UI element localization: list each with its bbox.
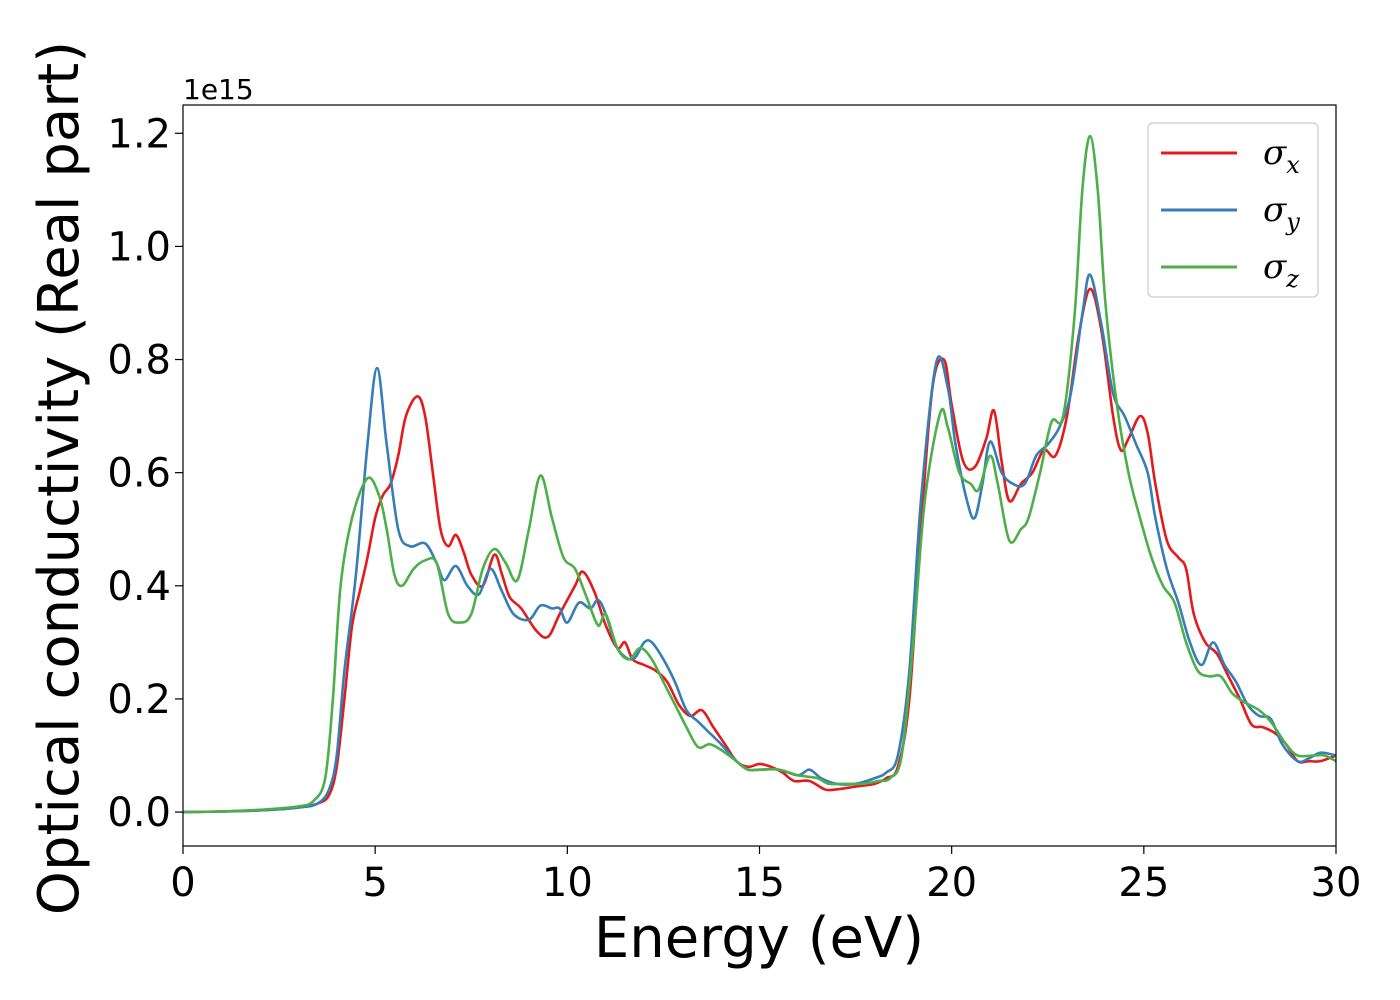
x-tick-label: 20	[926, 860, 977, 906]
y-offset-label: 1e15	[183, 73, 254, 106]
y-tick-label: 0.6	[107, 451, 171, 497]
series-line-y	[183, 273, 1336, 814]
x-tick-label: 30	[1311, 860, 1362, 906]
y-tick-label: 0.8	[107, 338, 171, 384]
legend-label-z: σz	[1263, 247, 1299, 293]
y-axis-label: Optical conductivity (Real part)	[27, 41, 92, 915]
y-tick-label: 1.2	[107, 111, 171, 157]
y-tick-label: 0.0	[107, 790, 171, 836]
series-line-z	[183, 134, 1336, 814]
x-tick-label: 15	[734, 860, 785, 906]
y-tick-label: 0.4	[107, 564, 171, 610]
x-tick-label: 10	[542, 860, 593, 906]
x-axis-ticks: 0 5 10 15 20 25 30	[170, 846, 1361, 906]
y-tick-label: 1.0	[107, 224, 171, 270]
y-tick-label: 0.2	[107, 677, 171, 723]
x-tick-label: 0	[170, 860, 195, 906]
x-tick-label: 5	[362, 860, 387, 906]
x-axis-label: Energy (eV)	[594, 906, 924, 971]
series-lines	[183, 134, 1336, 814]
x-tick-label: 25	[1118, 860, 1169, 906]
y-axis-ticks: 0.0 0.2 0.4 0.6 0.8 1.0 1.2	[107, 111, 183, 836]
